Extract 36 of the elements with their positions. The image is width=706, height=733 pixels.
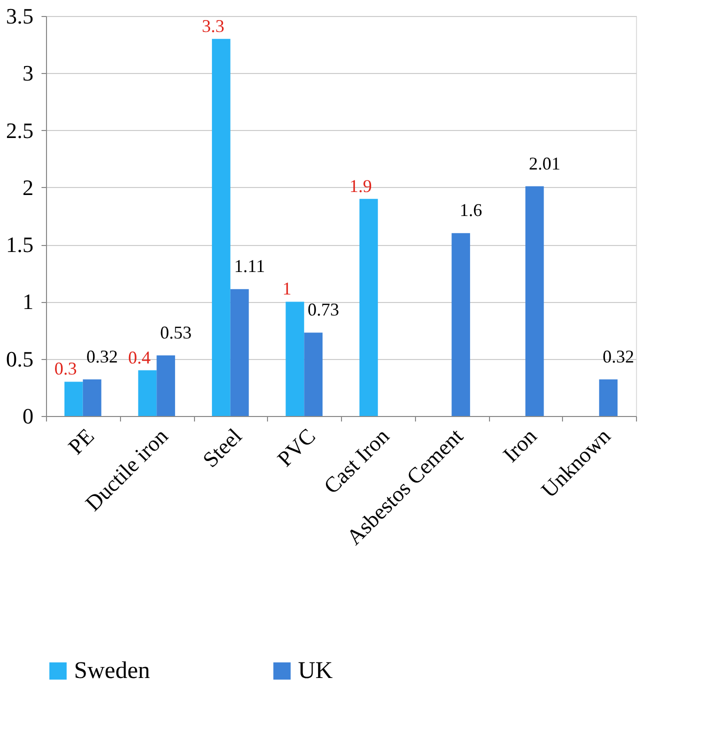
bar <box>230 289 249 416</box>
data-label: 0.32 <box>602 346 634 366</box>
bar <box>286 302 304 416</box>
bar <box>599 379 618 416</box>
legend-label: UK <box>298 658 334 684</box>
bar <box>304 332 323 416</box>
y-tick-label: 1 <box>22 289 34 314</box>
data-label: 2.01 <box>528 153 560 174</box>
x-tick-label: PE <box>63 423 99 460</box>
data-label: 0.53 <box>160 322 192 342</box>
bar <box>212 38 230 416</box>
data-label: 1.9 <box>349 176 372 196</box>
data-label: 0.73 <box>308 300 340 320</box>
bar <box>64 382 83 416</box>
bar <box>452 233 470 416</box>
data-label: 1 <box>282 278 292 299</box>
data-label: 0.4 <box>128 347 151 368</box>
bar <box>359 198 378 416</box>
y-tick-label: 2 <box>22 174 34 200</box>
data-label: 1.6 <box>460 200 482 220</box>
bar <box>138 370 157 416</box>
x-tick-label: Iron <box>498 423 542 467</box>
data-label: 1.11 <box>234 256 266 276</box>
y-tick-label: 2.5 <box>6 118 34 143</box>
y-tick-label: 0.5 <box>6 346 34 372</box>
y-tick-label: 3 <box>22 60 34 86</box>
y-tick-label: 3.5 <box>6 4 34 28</box>
data-label: 0.32 <box>86 346 118 366</box>
bar <box>156 355 176 416</box>
y-tick-label: 0 <box>22 404 34 428</box>
bar <box>82 379 102 416</box>
y-tick-label: 1.5 <box>6 232 34 258</box>
data-label: 3.3 <box>202 16 224 36</box>
data-label: 0.3 <box>54 358 77 379</box>
legend-label: Sweden <box>74 658 150 684</box>
bar <box>525 186 544 416</box>
